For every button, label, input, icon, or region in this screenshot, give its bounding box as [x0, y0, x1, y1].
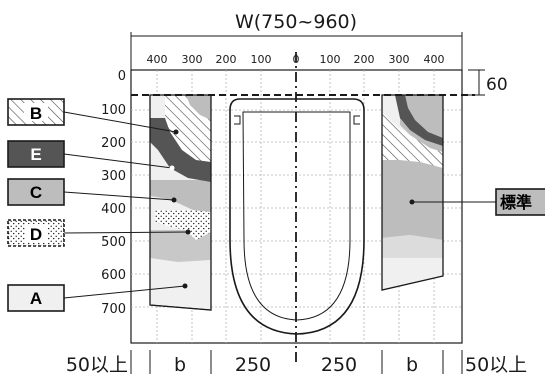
zone-d-region: [155, 210, 211, 240]
standard-zone-lower-band: [382, 235, 443, 258]
callout-e: E: [7, 140, 175, 171]
standard-zone-b: [382, 112, 443, 168]
standard-zone-c: [382, 150, 443, 240]
bottom-label-b-right: b: [406, 354, 418, 376]
left-tick: 400: [101, 202, 126, 217]
left-tick: 500: [101, 235, 126, 250]
top-tick: 400: [424, 53, 445, 66]
left-zone-column: [149, 94, 212, 311]
bottom-dimension-marks: [130, 350, 463, 374]
top-scale: 400 300 200 100 0 100 200 300 400: [147, 53, 445, 66]
standard-label: 標準: [500, 193, 532, 212]
bottom-label-250-right: 250: [321, 354, 357, 376]
callout-a: A: [7, 283, 188, 312]
callout-c: C: [7, 178, 177, 206]
zone-top-gray: [186, 95, 211, 120]
bottom-dimensions: 50以上 b 250 250 b 50以上: [66, 354, 527, 376]
offset-label: 60: [486, 75, 508, 95]
callout-standard: 標準: [409, 188, 545, 216]
left-tick: 200: [101, 136, 126, 151]
top-tick: 400: [147, 53, 168, 66]
zone-e-label: E: [30, 145, 41, 164]
zone-c-label: C: [30, 183, 42, 202]
left-tick: 700: [101, 302, 126, 317]
width-label: W(750~960): [235, 11, 357, 33]
zone-a-label: A: [30, 289, 42, 308]
left-tick: 600: [101, 268, 126, 283]
top-tick: 300: [182, 53, 203, 66]
left-tick: 0: [118, 69, 126, 84]
bottom-label-b-left: b: [174, 354, 186, 376]
top-tick: 100: [320, 53, 341, 66]
toilet-bowl-outline: [229, 98, 365, 335]
bottom-label-right-margin: 50以上: [465, 354, 527, 376]
bottom-label-250-left: 250: [235, 354, 271, 376]
top-tick: 200: [354, 53, 375, 66]
callout-b: B: [7, 98, 179, 135]
left-tick: 100: [101, 103, 126, 118]
top-tick: 200: [216, 53, 237, 66]
bottom-label-left-margin: 50以上: [66, 354, 128, 376]
top-tick: 0: [293, 53, 300, 66]
left-tick: 300: [101, 169, 126, 184]
offset-dimension: [468, 69, 485, 96]
right-zone-column: [381, 94, 444, 291]
zone-c-region: [150, 180, 211, 212]
callout-d: D: [7, 219, 191, 247]
top-tick: 300: [389, 53, 410, 66]
top-tick: 100: [251, 53, 272, 66]
width-dimension: [130, 32, 463, 70]
standard-zone-e: [395, 95, 443, 146]
zone-b-label: B: [30, 104, 42, 123]
zone-d-label: D: [30, 225, 42, 244]
left-scale: 0 100 200 300 400 500 600 700: [101, 69, 126, 317]
